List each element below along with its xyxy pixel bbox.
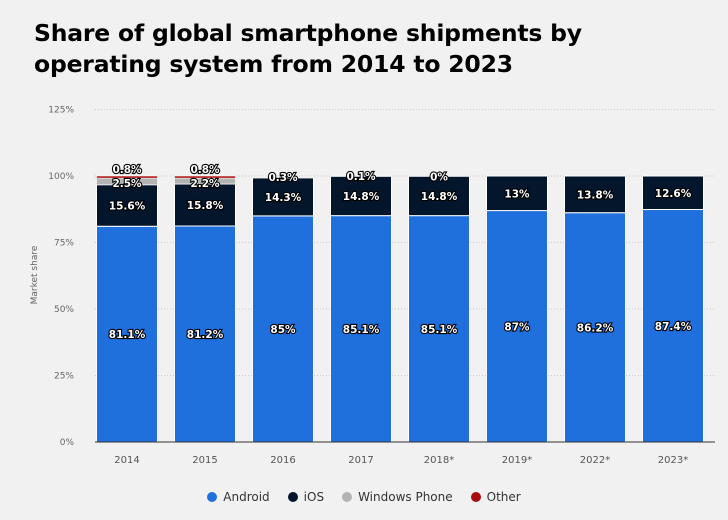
y-tick-label: 75% (54, 239, 74, 249)
data-label: 15.6% (109, 201, 146, 213)
data-label: 2.5% (112, 178, 142, 190)
data-label: 87.4% (655, 321, 692, 333)
legend-marker (470, 492, 481, 502)
data-label: 15.8% (187, 200, 224, 212)
y-tick-label: 0% (60, 438, 75, 448)
data-label: 85% (270, 324, 296, 336)
bar-ios (330, 175, 392, 217)
bar-android (330, 215, 392, 443)
data-label: 0% (430, 171, 448, 183)
data-label: 14.3% (265, 192, 302, 204)
data-label: 2.2% (190, 178, 220, 190)
bar-android (252, 215, 314, 443)
chart-title: Share of global smartphone shipments by … (34, 19, 582, 78)
data-label: 0.8% (190, 164, 220, 176)
legend-item[interactable]: Other (470, 490, 521, 504)
data-label: 81.2% (187, 329, 224, 341)
legend-label: Windows Phone (358, 490, 453, 504)
data-label: 0.3% (268, 172, 298, 184)
data-label: 12.6% (655, 188, 692, 200)
bar-other (96, 175, 158, 179)
bar-ios (564, 175, 626, 214)
x-tick-label: 2023* (658, 455, 688, 466)
data-label: 0.1% (346, 171, 376, 183)
bar-windows-phone (252, 176, 314, 179)
legend-label: Android (223, 490, 270, 504)
x-tick-label: 2022* (580, 455, 610, 466)
data-label: 85.1% (421, 324, 458, 336)
legend-label: iOS (303, 490, 325, 504)
legend-marker (287, 492, 298, 502)
x-tick-label: 2017 (348, 455, 373, 466)
x-tick-label: 2018* (424, 455, 454, 466)
y-tick-label: 125% (48, 106, 74, 116)
x-tick-label: 2015 (192, 455, 217, 466)
y-tick-label: 100% (48, 172, 74, 182)
data-label: 13.8% (577, 189, 614, 201)
bar-android (486, 210, 548, 443)
y-tick-label: 25% (54, 372, 74, 382)
data-label: 86.2% (577, 322, 614, 334)
y-tick-label: 50% (54, 305, 74, 315)
legend-marker (207, 492, 218, 502)
x-tick-label: 2019* (502, 455, 532, 466)
bar-android (642, 209, 704, 443)
legend-item[interactable]: iOS (287, 490, 325, 504)
data-label: 87% (504, 321, 530, 333)
bar-android (174, 225, 236, 443)
legend-label: Other (486, 490, 521, 504)
y-axis-label: Market share (30, 245, 40, 304)
bar-ios (642, 175, 704, 211)
x-tick-label: 2016 (270, 455, 295, 466)
legend-item[interactable]: Android (207, 490, 270, 504)
bar-other (174, 175, 236, 179)
legend-item[interactable]: Windows Phone (342, 490, 453, 504)
bar-ios (408, 175, 470, 217)
bar-ios (174, 183, 236, 227)
legend: Android iOS Windows Phone Other (0, 490, 728, 504)
bar-ios (486, 175, 548, 212)
bar-ios (252, 177, 314, 217)
x-tick-label: 2014 (114, 455, 139, 466)
data-label: 81.1% (109, 329, 146, 341)
data-label: 14.8% (421, 191, 458, 203)
data-label: 13% (504, 188, 530, 200)
legend-marker (342, 492, 353, 502)
data-label: 0.8% (112, 164, 142, 176)
bar-android (564, 212, 626, 443)
data-label: 85.1% (343, 324, 380, 336)
data-label: 14.8% (343, 191, 380, 203)
bar-android (408, 215, 470, 443)
